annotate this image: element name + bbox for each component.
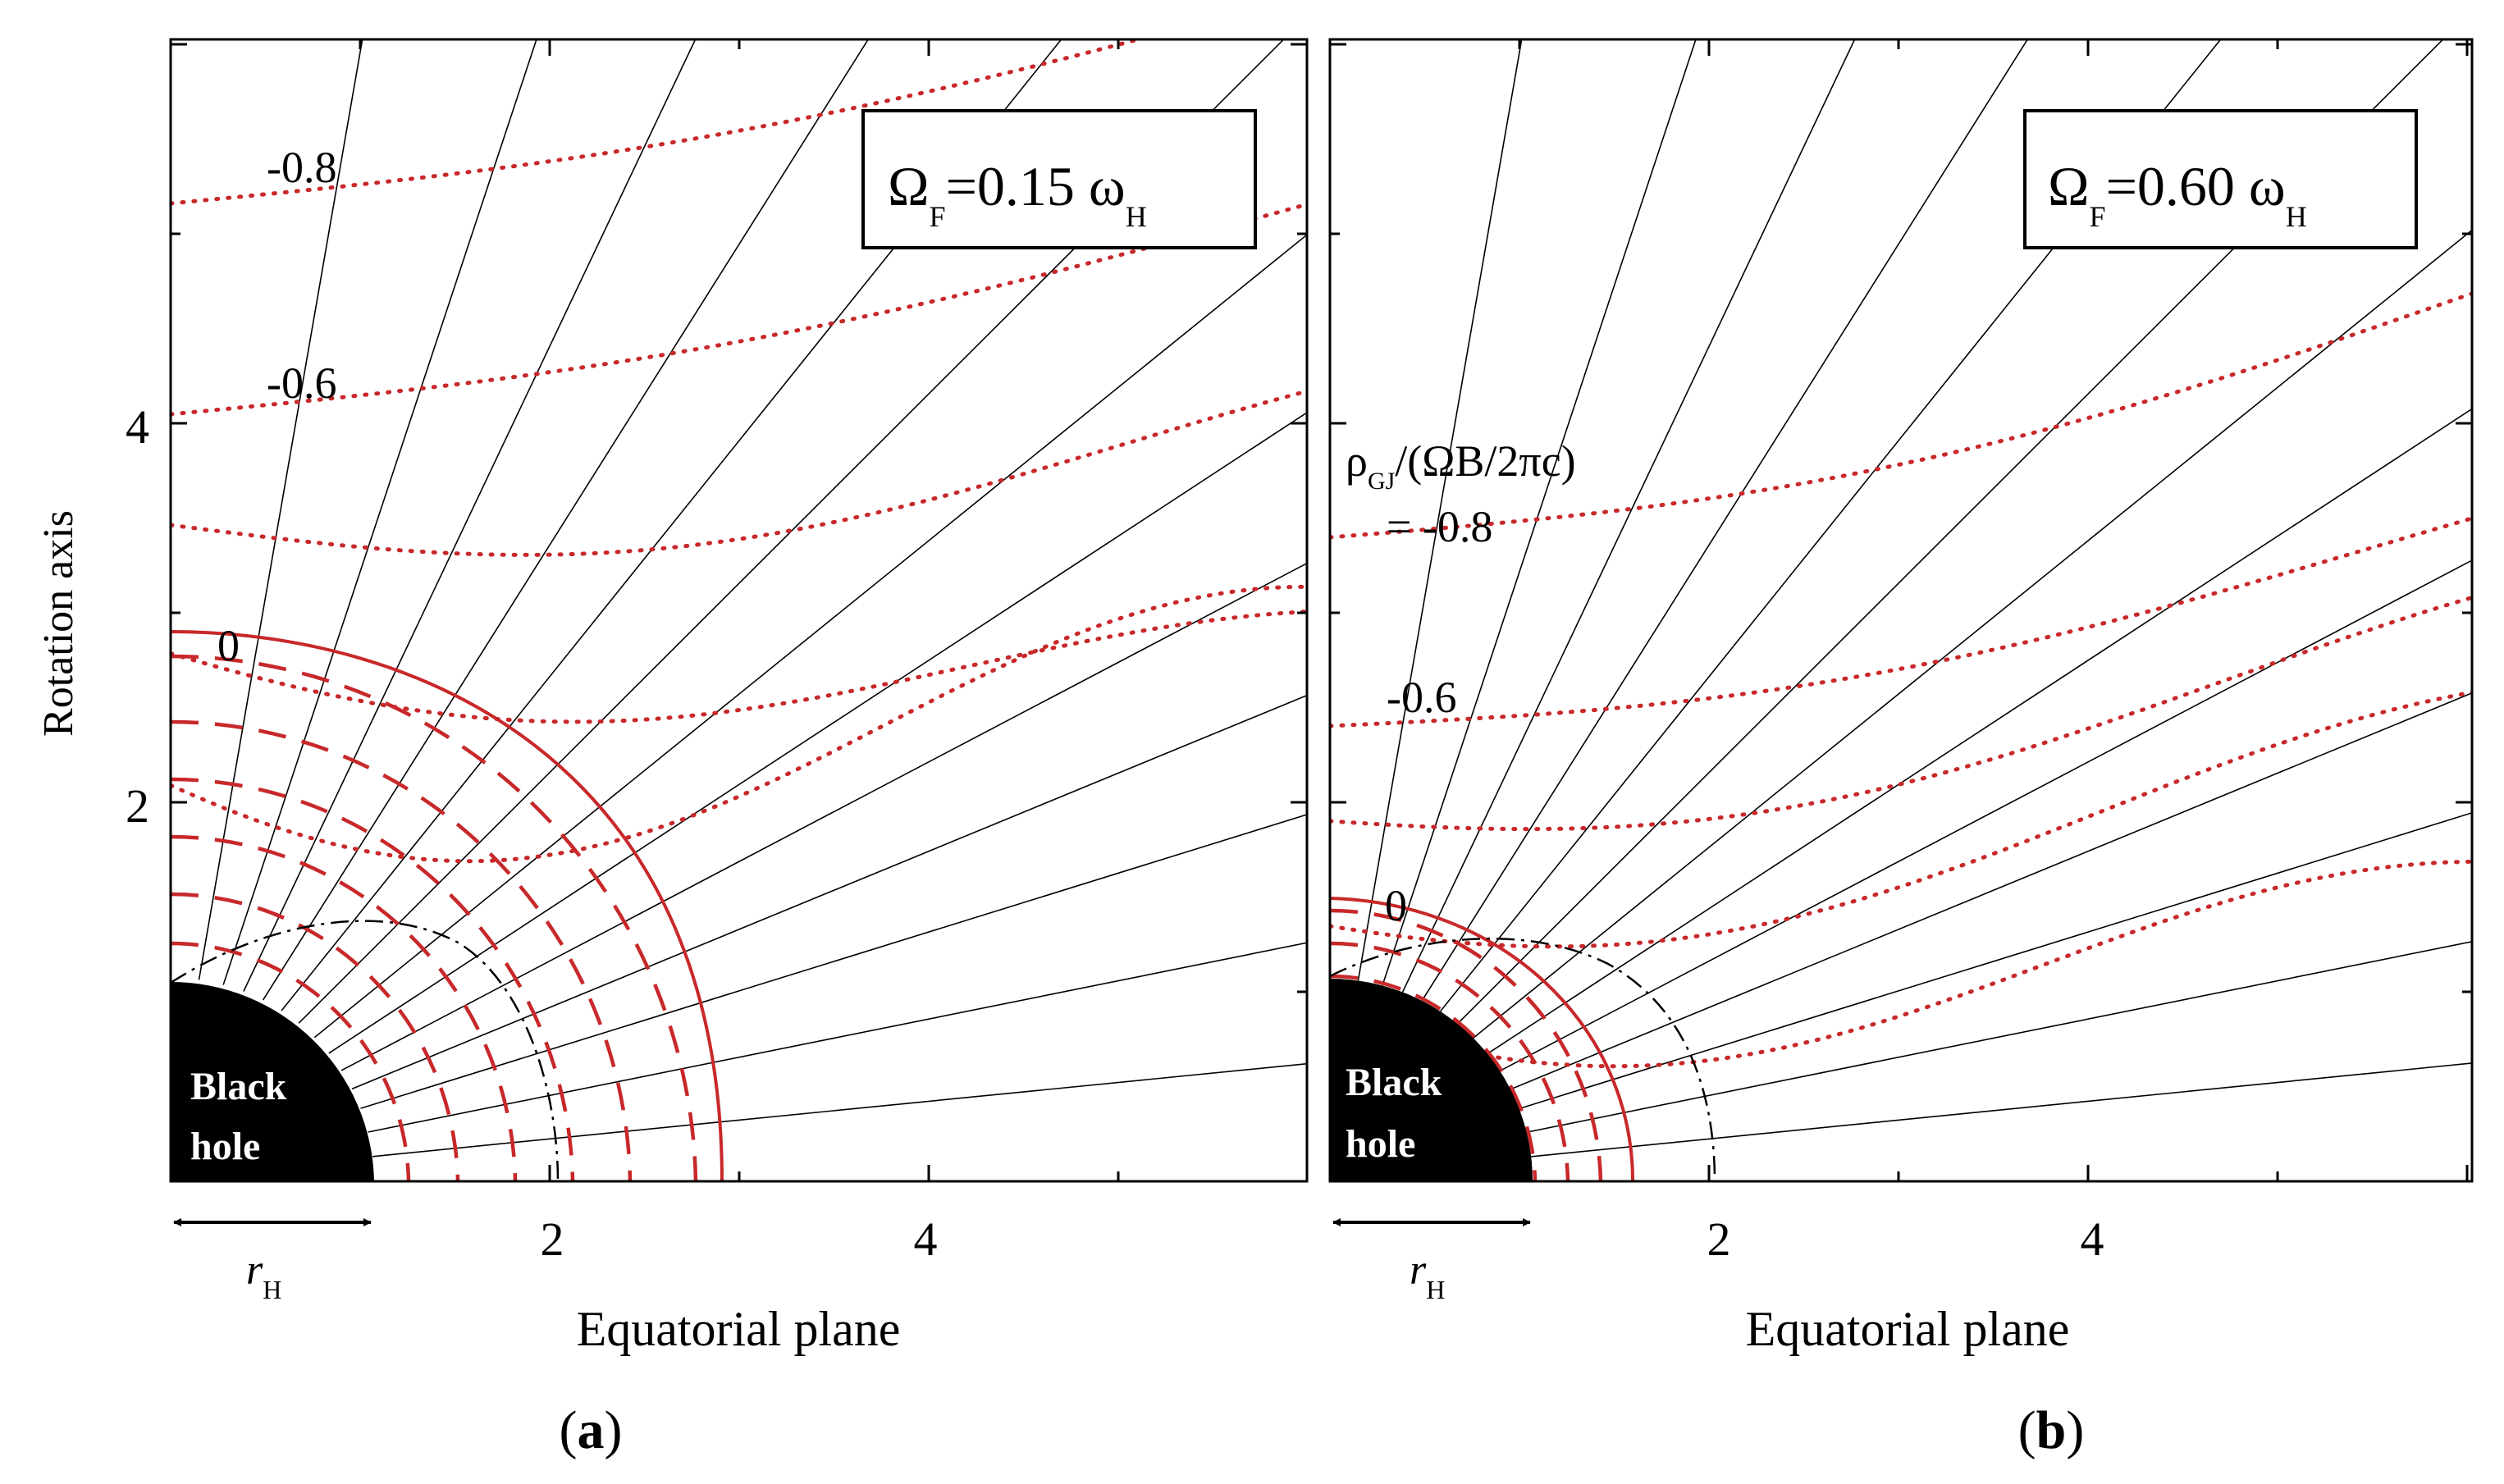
horizon-label-a: rH: [246, 1247, 281, 1304]
parameter-label-b: ΩF=0.60 ωH: [2048, 155, 2307, 233]
field-line: [198, 39, 363, 980]
contours-a: [171, 39, 1307, 1181]
field-lines-a: [198, 39, 1307, 1158]
field-line: [243, 39, 697, 992]
dotted-contour: [1330, 516, 2472, 728]
field-line: [1401, 39, 1856, 993]
field-line: [1456, 39, 2444, 1025]
parameter-box-b: [2023, 109, 2418, 249]
field-line: [281, 39, 1062, 1011]
field-line: [262, 39, 870, 1001]
dotted-contour: [171, 610, 1307, 724]
field-line: [1439, 39, 2222, 1012]
dotted-contour: [171, 39, 1147, 206]
dotted-contour: [1330, 690, 2472, 949]
field-line: [1510, 692, 2472, 1090]
x-tick-label-a-2: 2: [541, 1212, 564, 1266]
field-line: [1357, 39, 1523, 981]
ticks-b: [1330, 39, 2472, 1181]
plot-frame-b: [1328, 38, 2474, 1183]
panel-a: Black hole ΩF=0.15 ωH -0.8 -0.6 0 2 4 4 …: [126, 38, 1309, 1460]
dashed-contour: [171, 719, 633, 1181]
field-line: [1519, 811, 2472, 1110]
zero-contour: [1330, 897, 1634, 1181]
field-line: [368, 942, 1307, 1133]
contour-label-b-neg06: -0.6: [1387, 673, 1456, 722]
dotted-contour: [171, 584, 1307, 864]
field-line: [298, 39, 1285, 1024]
x-tick-label-b-4: 4: [2081, 1212, 2104, 1266]
rho-value-b: = -0.8: [1387, 502, 1492, 551]
dashed-contour: [171, 654, 698, 1181]
field-line: [1531, 1062, 2472, 1158]
black-hole-label-a-line2: hole: [190, 1125, 260, 1168]
y-axis-label: Rotation axis: [35, 510, 82, 737]
field-line: [372, 1062, 1307, 1158]
field-line: [1421, 39, 2029, 1002]
caption-b: (b): [2018, 1400, 2085, 1460]
x-tick-label-b-2: 2: [1707, 1212, 1731, 1266]
field-line: [1382, 39, 1697, 986]
dotted-contour: [171, 202, 1307, 417]
ergosphere-boundary-a: [171, 920, 560, 1181]
dotted-contour: [1330, 291, 2472, 540]
panel-b: Black hole ΩF=0.60 ωH ρGJ/(ΩB/2πc) = -0.…: [1328, 38, 2474, 1460]
dotted-contour: [171, 389, 1307, 557]
dashed-contour: [171, 892, 460, 1181]
field-line: [313, 234, 1307, 1039]
dotted-contour: [1330, 595, 2472, 832]
contour-label-a-zero: 0: [217, 621, 240, 670]
dashed-contour: [1330, 974, 1538, 1181]
caption-a: (a): [560, 1400, 623, 1460]
dotted-contour: [1330, 859, 2472, 1069]
ticks-a: [171, 39, 1307, 1181]
y-tick-label-a-4: 4: [126, 400, 149, 454]
contour-label-b-zero: 0: [1385, 881, 1407, 930]
ergosphere-boundary-b: [1330, 938, 1716, 1181]
dashed-contour: [1330, 908, 1603, 1181]
field-line: [360, 814, 1307, 1109]
dashed-contour: [171, 777, 575, 1181]
parameter-label-a: ΩF=0.15 ωH: [888, 155, 1147, 233]
field-line: [1473, 229, 2472, 1039]
field-lines-b: [1357, 39, 2472, 1158]
black-hole-b: [1330, 979, 1533, 1181]
contours-b: [1330, 291, 2472, 1181]
x-tick-label-a-4: 4: [914, 1212, 938, 1266]
rho-label-b: ρGJ/(ΩB/2πc): [1346, 436, 1576, 495]
contour-label-a-neg06: -0.6: [267, 358, 336, 408]
zero-contour: [171, 630, 724, 1181]
black-hole-label-b-line2: hole: [1346, 1122, 1415, 1166]
black-hole-label-a-line1: Black: [190, 1065, 287, 1108]
y-tick-label-a-2: 2: [126, 779, 149, 833]
parameter-box-a: [861, 109, 1257, 249]
field-line: [1487, 408, 2472, 1055]
x-axis-label-a: Equatorial plane: [577, 1302, 901, 1356]
x-axis-label-b: Equatorial plane: [1746, 1302, 2070, 1356]
dashed-contour: [171, 941, 411, 1181]
field-line: [340, 562, 1307, 1071]
field-line: [1526, 940, 2472, 1134]
field-line: [351, 694, 1307, 1090]
black-hole-label-b-line1: Black: [1346, 1061, 1442, 1104]
field-line: [222, 39, 537, 985]
horizon-label-b: rH: [1410, 1247, 1445, 1304]
black-hole-a: [171, 982, 374, 1181]
contour-label-a-neg08: -0.8: [267, 143, 336, 192]
field-line: [1499, 559, 2472, 1072]
dashed-contour: [1330, 941, 1570, 1181]
dashed-contour: [171, 834, 518, 1181]
